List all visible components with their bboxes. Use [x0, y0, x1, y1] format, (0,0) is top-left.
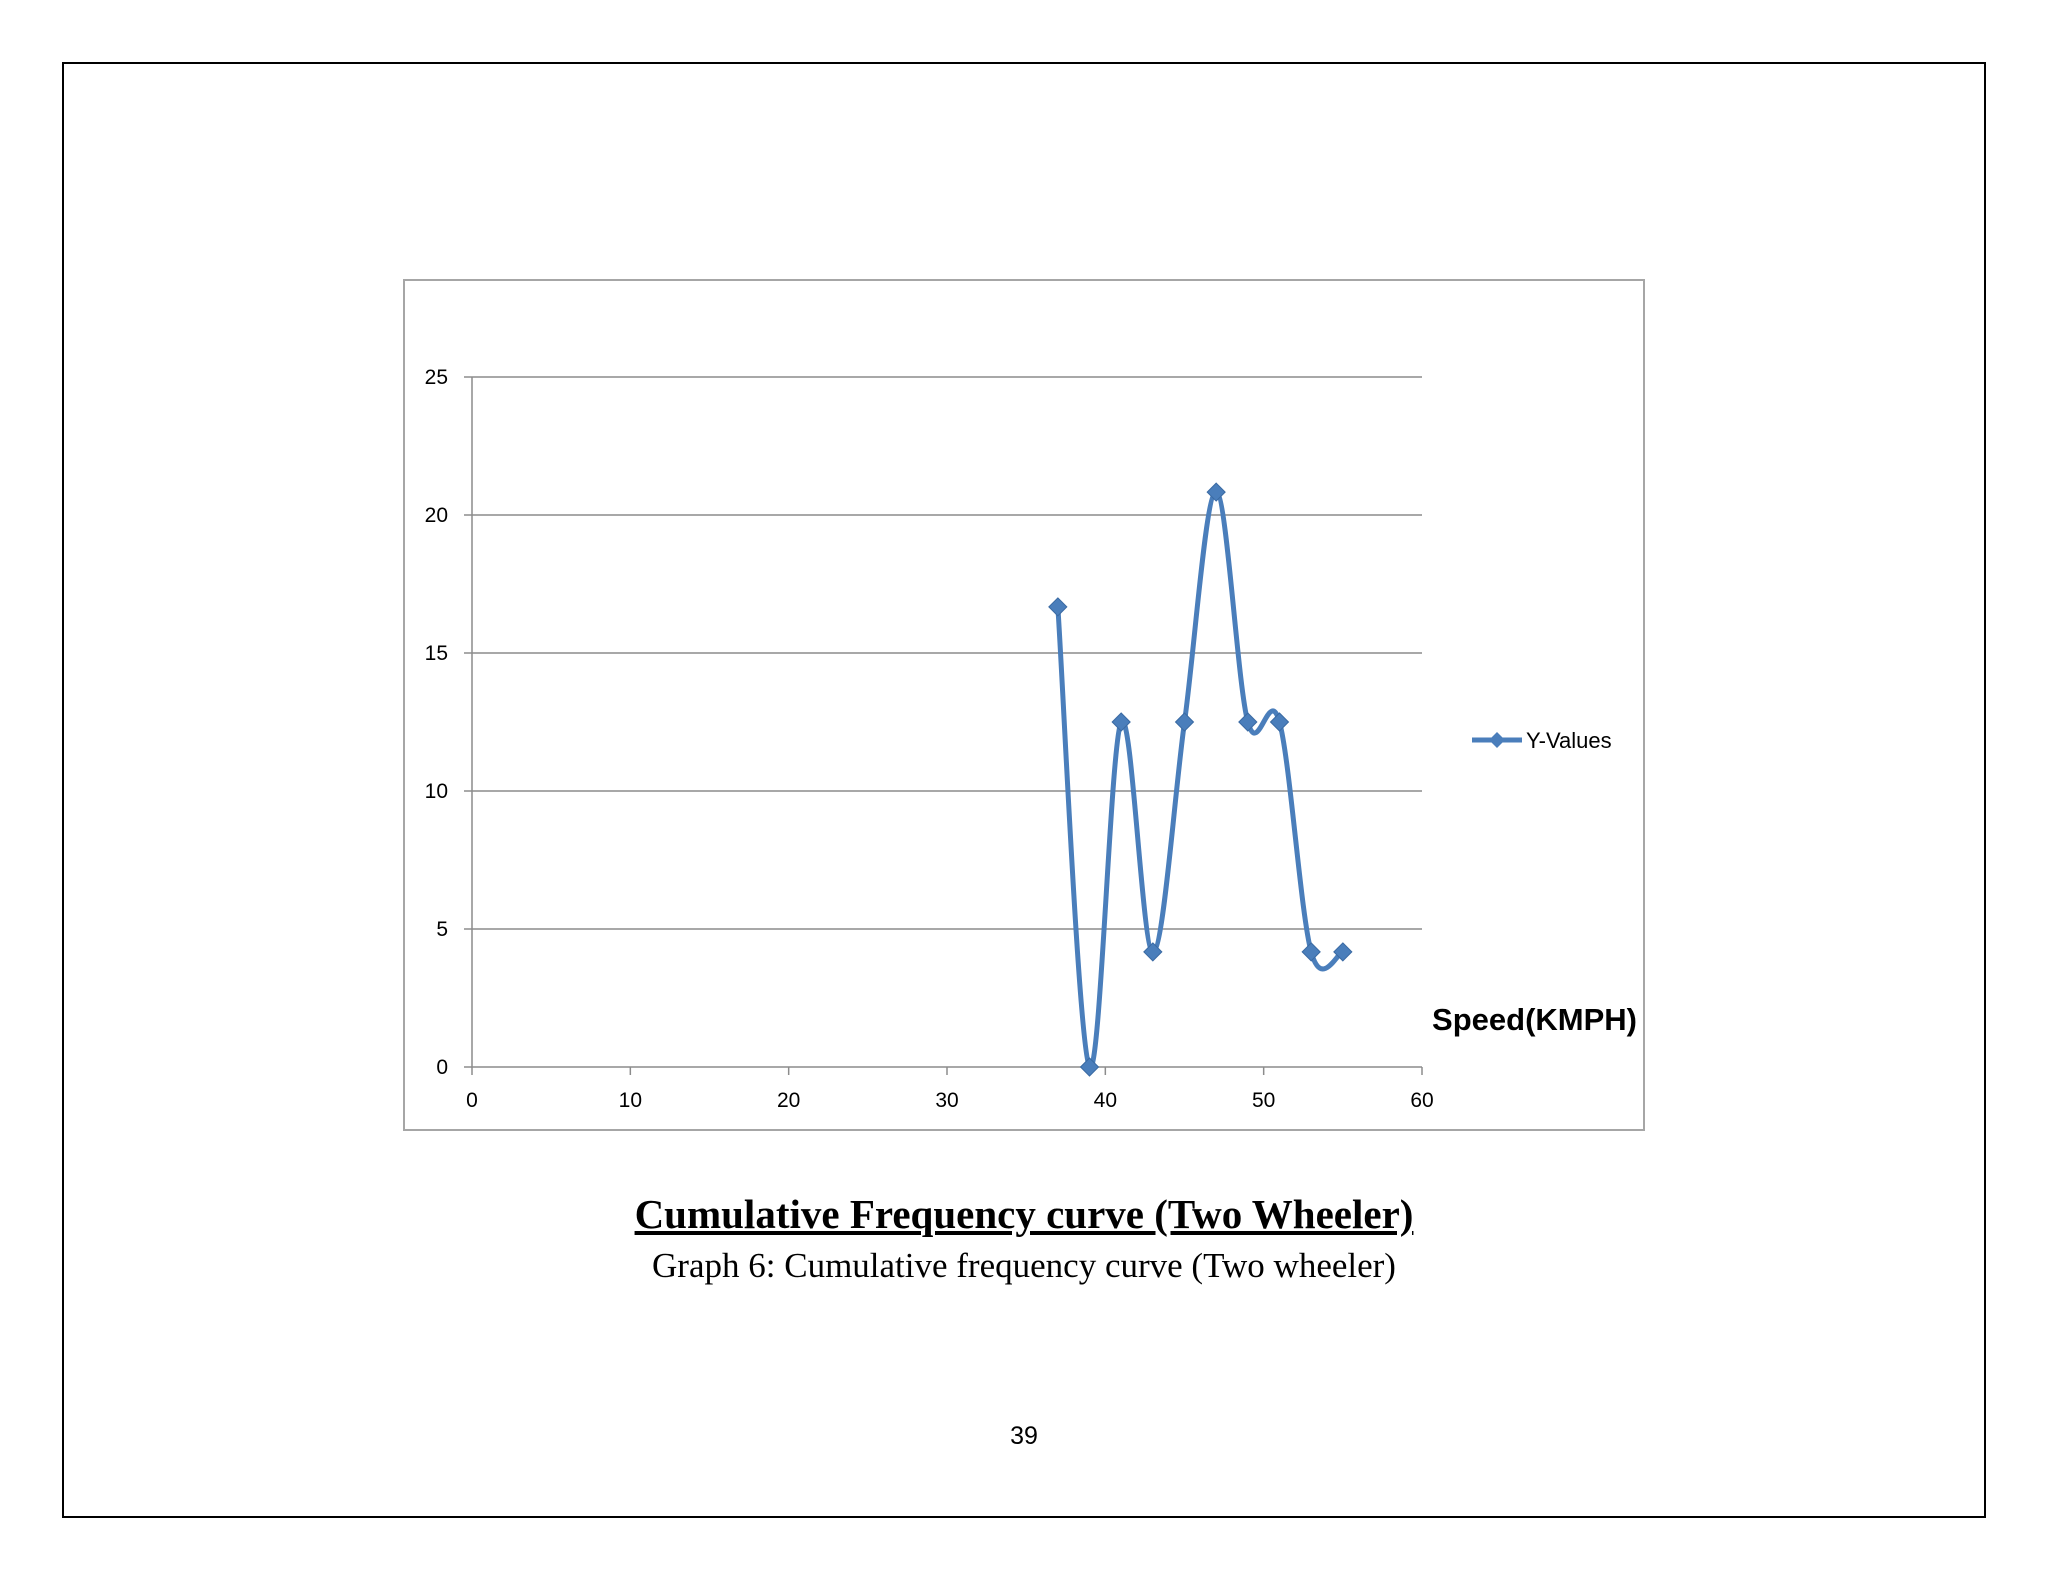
data-point-x-49: [1238, 712, 1258, 732]
data-point-x-39: [1079, 1057, 1100, 1077]
data-point-x-47: [1206, 482, 1226, 502]
chart-area: 0 5 10 15 20 25 0 10 20 30 40 50 60 Y-Values Speed(K…: [403, 279, 1645, 1131]
page-number: 39: [1010, 1422, 1038, 1450]
data-point-x-37: [1048, 597, 1068, 617]
x-tick-label: 50: [1252, 1089, 1275, 1112]
y-tick-label: 0: [436, 1056, 448, 1079]
caption-title: Cumulative Frequency curve (Two Wheeler): [634, 1191, 1414, 1237]
data-point-x-41: [1111, 712, 1131, 732]
data-point-x-43: [1143, 942, 1163, 962]
y-tick-label: 5: [436, 918, 448, 941]
data-point-x-45: [1174, 712, 1195, 732]
x-tick-label: 30: [935, 1089, 958, 1112]
data-point-x-53: [1301, 942, 1321, 962]
data-point-x-55: [1333, 942, 1353, 962]
data-point-x-51: [1269, 712, 1290, 732]
series-line-y-values: [1055, 489, 1345, 1070]
y-tick-label: 15: [425, 642, 448, 665]
x-tick-label: 60: [1410, 1089, 1433, 1112]
x-tick-label: 10: [619, 1089, 642, 1112]
y-tick-label: 10: [425, 780, 448, 803]
y-tick-label: 25: [425, 366, 448, 389]
x-tick-label: 20: [777, 1089, 800, 1112]
x-tick-label: 40: [1094, 1089, 1117, 1112]
chart-svg: 0 5 10 15 20 25 0 10 20 30 40 50 60 Y-Values Speed(K…: [425, 366, 1637, 1112]
y-tick-label: 20: [425, 504, 448, 527]
caption-subtitle: Graph 6: Cumulative frequency curve (Two…: [652, 1246, 1396, 1285]
x-tick-label: 0: [466, 1089, 478, 1112]
x-axis-label: Speed(KMPH): [1432, 1002, 1637, 1037]
legend-label-y-values: Y-Values: [1526, 728, 1612, 753]
page-border: [62, 62, 1986, 1518]
legend-marker-y-values: [1489, 732, 1505, 748]
